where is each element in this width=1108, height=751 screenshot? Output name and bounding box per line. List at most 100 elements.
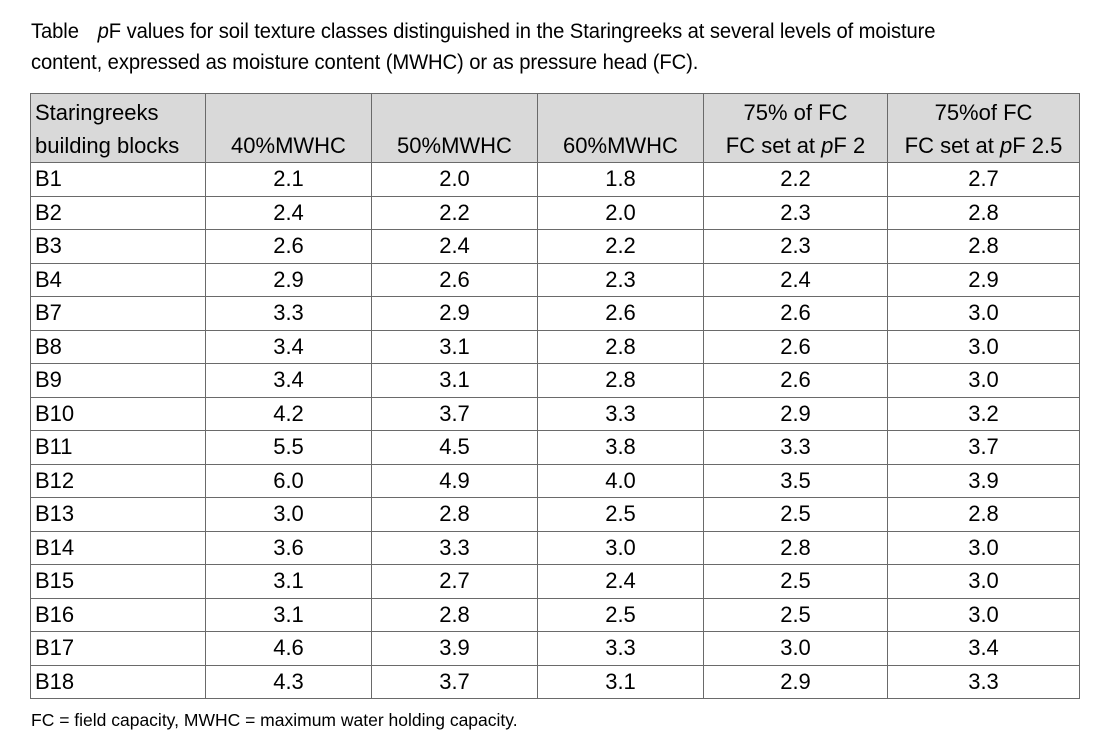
table-cell: 2.5 xyxy=(537,597,704,632)
table-cell: 2.8 xyxy=(371,497,538,532)
table-row: B9 3.4 3.1 2.8 2.6 3.0 xyxy=(30,363,1080,398)
row-label: B17 xyxy=(30,631,206,666)
table-cell: 3.3 xyxy=(703,430,888,465)
row-label: B8 xyxy=(30,329,206,364)
table-cell: 2.5 xyxy=(537,497,704,532)
table-cell: 3.3 xyxy=(537,631,704,666)
table-cell: 3.6 xyxy=(205,530,372,565)
table-cell: 2.5 xyxy=(703,564,888,599)
caption-line-1-text: F values for soil texture classes distin… xyxy=(108,19,936,43)
table-cell: 3.0 xyxy=(887,329,1080,364)
table-cell: 2.8 xyxy=(887,195,1080,230)
table-row: B2 2.4 2.2 2.0 2.3 2.8 xyxy=(30,195,1080,230)
table-cell: 3.0 xyxy=(887,597,1080,632)
row-label: B9 xyxy=(30,363,206,398)
table-cell: 2.7 xyxy=(887,162,1080,197)
table-cell: 2.2 xyxy=(537,229,704,264)
header-building-blocks: Staringreeks building blocks xyxy=(30,93,206,163)
table-row: B3 2.6 2.4 2.2 2.3 2.8 xyxy=(30,229,1080,264)
row-label: B1 xyxy=(30,162,206,197)
table-cell: 3.0 xyxy=(887,530,1080,565)
row-label: B11 xyxy=(30,430,206,465)
table-cell: 3.1 xyxy=(371,363,538,398)
table-cell: 3.0 xyxy=(537,530,704,565)
table-cell: 2.5 xyxy=(703,597,888,632)
table-body: B1 2.1 2.0 1.8 2.2 2.7 B2 2.4 2.2 2.0 2.3 2.8 B3 2.… xyxy=(30,162,1080,699)
table-cell: 2.4 xyxy=(703,262,888,297)
table-cell: 2.8 xyxy=(537,363,704,398)
table-cell: 2.8 xyxy=(703,530,888,565)
header-75-fc-pf25-suffix: F 2.5 xyxy=(1012,133,1063,158)
caption-line-1: Table pF values for soil texture classes … xyxy=(31,16,1027,47)
table-cell: 3.7 xyxy=(887,430,1080,465)
table-cell: 3.0 xyxy=(703,631,888,666)
table-cell: 2.6 xyxy=(537,296,704,331)
pf-values-table: Staringreeks building blocks 40%MWHC 50%… xyxy=(30,93,1080,699)
table-row: B1 2.1 2.0 1.8 2.2 2.7 xyxy=(30,162,1080,197)
table-cell: 3.9 xyxy=(371,631,538,666)
header-60-mwhc-text: 60%MWHC xyxy=(563,133,678,158)
table-cell: 2.6 xyxy=(205,229,372,264)
table-row: B8 3.4 3.1 2.8 2.6 3.0 xyxy=(30,329,1080,364)
table-cell: 2.4 xyxy=(205,195,372,230)
table-cell: 4.9 xyxy=(371,463,538,498)
caption-italic-p: p xyxy=(97,19,109,43)
header-building-blocks-line-2: building blocks xyxy=(35,133,180,158)
header-75-fc-pf2-italic: p xyxy=(821,133,834,158)
table-cell: 2.6 xyxy=(703,363,888,398)
table-cell: 3.2 xyxy=(887,396,1080,431)
table-cell: 3.0 xyxy=(887,564,1080,599)
table-row: B11 5.5 4.5 3.8 3.3 3.7 xyxy=(30,430,1080,465)
header-60-mwhc: 60%MWHC xyxy=(537,93,704,163)
table-cell: 3.0 xyxy=(887,296,1080,331)
table-cell: 3.0 xyxy=(887,363,1080,398)
table-cell: 2.6 xyxy=(703,329,888,364)
table-row: B18 4.3 3.7 3.1 2.9 3.3 xyxy=(30,664,1080,699)
header-75-fc-pf2-suffix: F 2 xyxy=(833,133,866,158)
table-cell: 6.0 xyxy=(205,463,372,498)
header-75-fc-pf25-prefix: FC set at xyxy=(904,133,1000,158)
table-row: B4 2.9 2.6 2.3 2.4 2.9 xyxy=(30,262,1080,297)
caption-label: Table xyxy=(31,19,79,43)
header-40-mwhc: 40%MWHC xyxy=(205,93,372,163)
header-50-mwhc: 50%MWHC xyxy=(371,93,538,163)
table-cell: 3.1 xyxy=(371,329,538,364)
table-cell: 2.4 xyxy=(371,229,538,264)
table-cell: 3.8 xyxy=(537,430,704,465)
table-cell: 3.1 xyxy=(537,664,704,699)
table-cell: 2.6 xyxy=(703,296,888,331)
header-75-fc-pf25: 75%of FC FC set at pF 2.5 xyxy=(887,93,1080,163)
table-cell: 3.1 xyxy=(205,597,372,632)
table-cell: 2.8 xyxy=(887,229,1080,264)
table-cell: 2.9 xyxy=(703,396,888,431)
table-cell: 3.5 xyxy=(703,463,888,498)
table-cell: 4.3 xyxy=(205,664,372,699)
table-footnote: FC = field capacity, MWHC = maximum wate… xyxy=(31,710,518,730)
row-label: B7 xyxy=(30,296,206,331)
table-cell: 3.0 xyxy=(205,497,372,532)
table-row: B15 3.1 2.7 2.4 2.5 3.0 xyxy=(30,564,1080,599)
table-cell: 4.6 xyxy=(205,631,372,666)
table-row: B12 6.0 4.9 4.0 3.5 3.9 xyxy=(30,463,1080,498)
table-cell: 4.0 xyxy=(537,463,704,498)
header-50-mwhc-text: 50%MWHC xyxy=(397,133,512,158)
table-cell: 2.9 xyxy=(887,262,1080,297)
table-cell: 2.8 xyxy=(887,497,1080,532)
table-cell: 3.7 xyxy=(371,664,538,699)
table-cell: 3.4 xyxy=(205,363,372,398)
row-label: B10 xyxy=(30,396,206,431)
header-75-fc-pf2-prefix: FC set at xyxy=(725,133,822,158)
header-40-mwhc-text: 40%MWHC xyxy=(231,133,346,158)
header-75-fc-pf25-line-1: 75%of FC xyxy=(934,100,1033,125)
row-label: B16 xyxy=(30,597,206,632)
table-row: B10 4.2 3.7 3.3 2.9 3.2 xyxy=(30,396,1080,431)
table-cell: 2.9 xyxy=(371,296,538,331)
table-row: B17 4.6 3.9 3.3 3.0 3.4 xyxy=(30,631,1080,666)
table-cell: 2.2 xyxy=(703,162,888,197)
table-row: B13 3.0 2.8 2.5 2.5 2.8 xyxy=(30,497,1080,532)
table-cell: 5.5 xyxy=(205,430,372,465)
table-cell: 3.3 xyxy=(371,530,538,565)
table-cell: 2.1 xyxy=(205,162,372,197)
row-label: B2 xyxy=(30,195,206,230)
table-cell: 3.3 xyxy=(205,296,372,331)
